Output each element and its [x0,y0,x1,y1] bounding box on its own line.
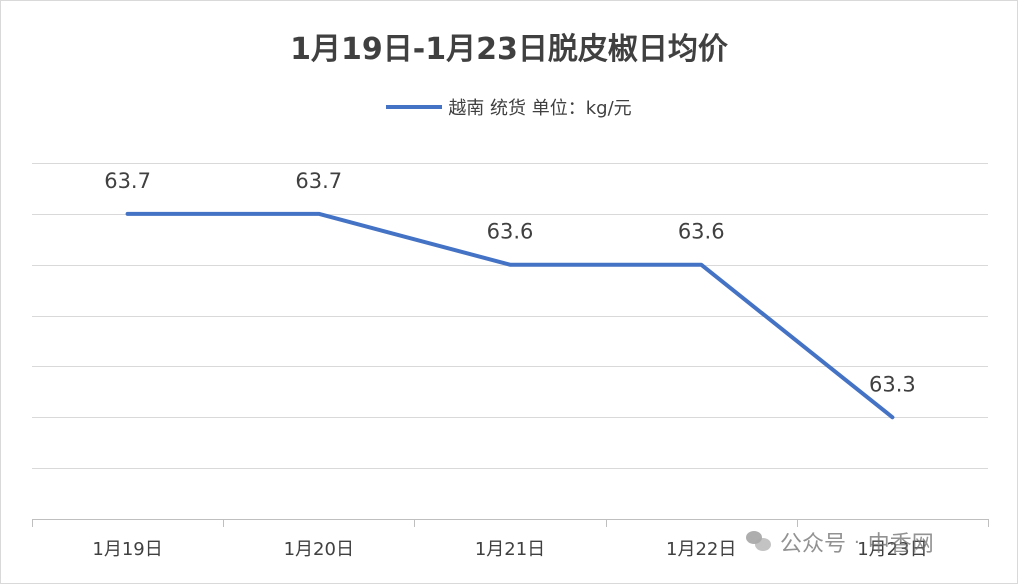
x-tick-label: 1月21日 [475,539,545,560]
data-label: 63.6 [678,220,725,244]
data-label: 63.7 [104,169,151,193]
data-label: 63.7 [295,169,342,193]
legend-swatch [386,105,443,109]
x-tick-label: 1月19日 [92,539,162,560]
wechat-icon [746,531,772,553]
chart-title: 1月19日-1月23日脱皮椒日均价 [290,32,728,67]
x-tick-label: 1月22日 [666,539,736,560]
x-tick-label: 1月23日 [857,539,927,560]
watermark-source: 中香网 [867,532,934,557]
chart-legend: 越南 统货 单位：kg/元 [0,94,1018,120]
data-label: 63.6 [487,220,534,244]
watermark-text: 公众号 [780,532,847,557]
series-line [125,211,895,420]
watermark: 公众号 · 中香网 [746,526,934,558]
x-tick-label: 1月20日 [284,539,354,560]
watermark-separator: · [854,531,860,553]
legend-label: 越南 统货 单位：kg/元 [448,98,632,119]
data-label: 63.3 [869,372,916,396]
